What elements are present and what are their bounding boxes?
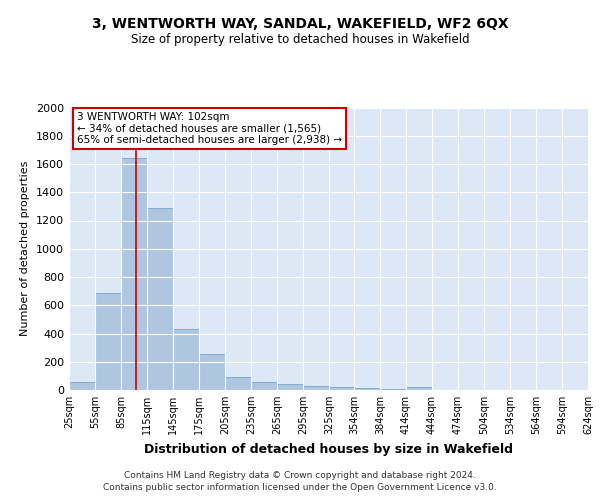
Y-axis label: Number of detached properties: Number of detached properties — [20, 161, 31, 336]
Text: Contains public sector information licensed under the Open Government Licence v3: Contains public sector information licen… — [103, 484, 497, 492]
Bar — [95, 292, 121, 390]
Bar — [251, 382, 277, 390]
Bar — [173, 328, 199, 390]
Bar — [303, 386, 329, 390]
Text: Contains HM Land Registry data © Crown copyright and database right 2024.: Contains HM Land Registry data © Crown c… — [124, 471, 476, 480]
Bar — [69, 382, 95, 390]
X-axis label: Distribution of detached houses by size in Wakefield: Distribution of detached houses by size … — [144, 442, 513, 456]
Bar — [121, 158, 147, 390]
Bar — [225, 376, 251, 390]
Bar — [199, 354, 225, 390]
Bar — [147, 208, 173, 390]
Bar — [277, 384, 303, 390]
Text: Size of property relative to detached houses in Wakefield: Size of property relative to detached ho… — [131, 32, 469, 46]
Bar — [354, 388, 380, 390]
Bar — [406, 387, 432, 390]
Text: 3, WENTWORTH WAY, SANDAL, WAKEFIELD, WF2 6QX: 3, WENTWORTH WAY, SANDAL, WAKEFIELD, WF2… — [92, 18, 508, 32]
Text: 3 WENTWORTH WAY: 102sqm
← 34% of detached houses are smaller (1,565)
65% of semi: 3 WENTWORTH WAY: 102sqm ← 34% of detache… — [77, 112, 342, 145]
Bar — [329, 387, 354, 390]
